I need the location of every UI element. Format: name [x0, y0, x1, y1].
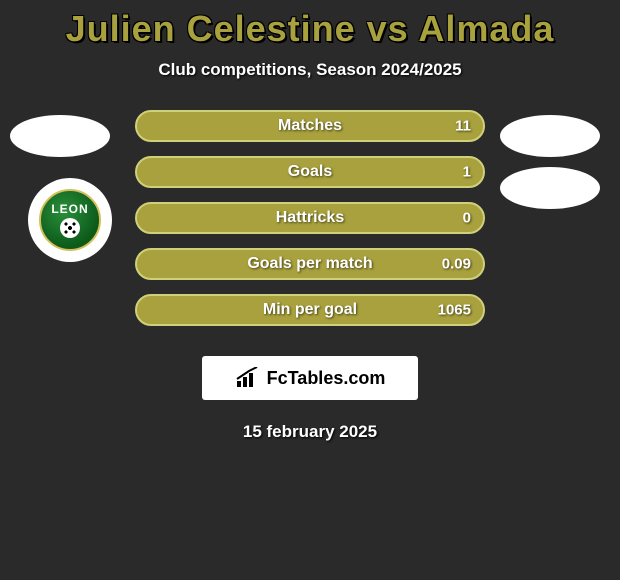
team-logo-inner: LEON: [39, 189, 101, 251]
stat-row-hattricks: Hattricks 0: [135, 202, 485, 234]
stat-row-goals: Goals 1: [135, 156, 485, 188]
stat-value-right: 0: [463, 210, 471, 227]
stat-row-matches: Matches 11: [135, 110, 485, 142]
stat-label: Matches: [278, 117, 342, 135]
team-logo-left: LEON: [28, 178, 112, 262]
player-left-badge-1: [10, 115, 110, 157]
stat-value-right: 11: [455, 118, 471, 135]
stat-row-min-per-goal: Min per goal 1065: [135, 294, 485, 326]
main-container: Julien Celestine vs Almada Club competit…: [0, 0, 620, 442]
stat-row-goals-per-match: Goals per match 0.09: [135, 248, 485, 280]
stat-label: Goals per match: [247, 255, 372, 273]
stat-rows: Matches 11 Goals 1 Hattricks 0 Goals per…: [135, 110, 485, 326]
soccer-ball-icon: [60, 218, 80, 238]
page-title: Julien Celestine vs Almada: [0, 8, 620, 50]
stat-label: Min per goal: [263, 301, 357, 319]
brand-text: FcTables.com: [267, 368, 386, 389]
player-right-badge-1: [500, 115, 600, 157]
stat-value-right: 1065: [438, 302, 471, 319]
bar-chart-icon: [235, 367, 261, 389]
player-right-badge-2: [500, 167, 600, 209]
stat-value-right: 1: [463, 164, 471, 181]
stat-label: Hattricks: [276, 209, 344, 227]
subtitle: Club competitions, Season 2024/2025: [0, 60, 620, 80]
brand-logo[interactable]: FcTables.com: [202, 356, 418, 400]
stat-value-right: 0.09: [442, 256, 471, 273]
team-logo-text: LEON: [51, 202, 88, 216]
stat-label: Goals: [288, 163, 332, 181]
date-text: 15 february 2025: [0, 422, 620, 442]
